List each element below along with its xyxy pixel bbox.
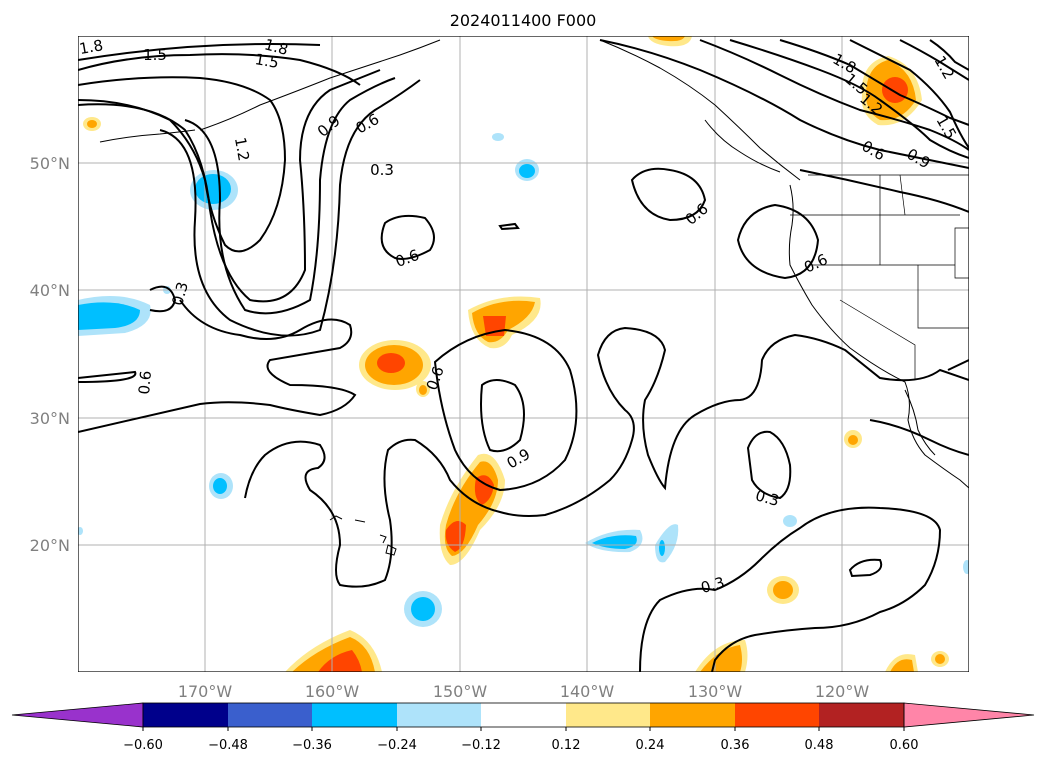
lon-label-120w: 120°W — [815, 682, 870, 701]
colorbar-tick-label: −0.36 — [292, 738, 332, 753]
contour-label: 0.6 — [135, 370, 155, 395]
contour-label: 0.3 — [168, 280, 192, 308]
latitude-labels: 50°N 40°N 30°N 20°N — [30, 154, 70, 555]
colorbar-tick-label: −0.24 — [377, 738, 417, 753]
colorbar-segment — [566, 703, 650, 727]
colorbar-segment — [819, 703, 904, 727]
colorbar-segment — [228, 703, 312, 727]
contour-label: 1.5 — [254, 50, 281, 72]
colorbar-tick-label: 0.12 — [552, 738, 581, 753]
colorbar-segment — [143, 703, 228, 727]
contour-label: 1.5 — [143, 46, 167, 64]
lon-label-140w: 140°W — [560, 682, 615, 701]
colorbar-tick-label: −0.60 — [123, 738, 163, 753]
colorbar-segment — [312, 703, 397, 727]
colorbar-segment — [397, 703, 481, 727]
coastlines — [99, 39, 969, 556]
contour-label: 1.8 — [78, 36, 105, 58]
lat-label-40n: 40°N — [30, 281, 70, 300]
lon-label-130w: 130°W — [688, 682, 743, 701]
contour-label: 0.3 — [753, 486, 781, 510]
shaded-anomalies — [78, 36, 969, 672]
colorbar-segment — [735, 703, 819, 727]
lon-label-150w: 150°W — [433, 682, 488, 701]
colorbar-tick-label: 0.60 — [890, 738, 919, 753]
colorbar-segment — [650, 703, 735, 727]
lat-label-30n: 30°N — [30, 409, 70, 428]
lon-label-170w: 170°W — [178, 682, 233, 701]
colorbar-tick-label: −0.48 — [208, 738, 248, 753]
contour-label: 1.8 — [262, 35, 290, 59]
lat-label-20n: 20°N — [30, 536, 70, 555]
colorbar-tick-label: 0.48 — [805, 738, 834, 753]
contour-label: 0.3 — [699, 573, 727, 597]
map-panel: 1.8 1.5 1.8 1.5 1.2 0.9 0.6 0.3 0.3 0.6 … — [78, 35, 969, 672]
map-title: 2024011400 F000 — [450, 11, 597, 30]
longitude-labels: 170°W 160°W 150°W 140°W 130°W 120°W — [178, 682, 870, 701]
contour-label: 1.2 — [231, 136, 253, 163]
colorbar-tick-label: 0.24 — [636, 738, 665, 753]
lat-label-50n: 50°N — [30, 154, 70, 173]
colorbar-tick-label: 0.36 — [721, 738, 750, 753]
contour-label: 0.3 — [370, 161, 394, 179]
colorbar-tick-label: −0.12 — [461, 738, 501, 753]
lon-label-160w: 160°W — [305, 682, 360, 701]
colorbar-segment — [481, 703, 566, 727]
colorbar-max-extend — [903, 702, 1035, 728]
colorbar-min-extend — [11, 702, 144, 728]
contour-lines — [78, 39, 969, 672]
colorbar: −0.60 −0.48 −0.36 −0.24 −0.12 0.12 0.24 … — [11, 702, 1035, 753]
